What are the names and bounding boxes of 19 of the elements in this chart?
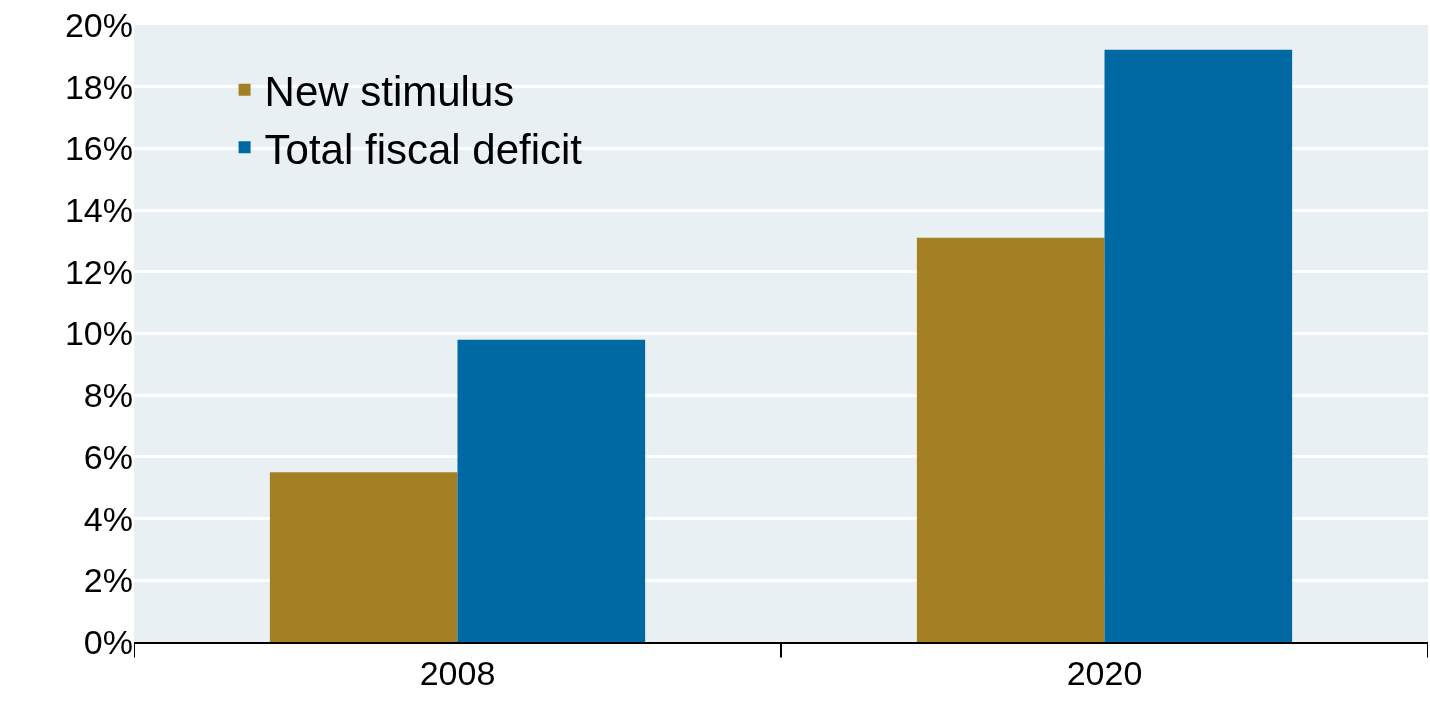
y-tick-label: 6% [83, 437, 133, 476]
y-tick-label: 0% [83, 622, 133, 661]
y-tick-label: 2% [83, 561, 133, 600]
y-tick-label: 10% [64, 314, 133, 353]
legend-label: New stimulus [264, 68, 515, 116]
x-tick-label: 2020 [1066, 653, 1143, 692]
y-tick-label: 16% [64, 129, 133, 168]
y-tick-label: 12% [64, 252, 133, 291]
y-tick-label: 18% [64, 67, 133, 106]
y-tick-label: 4% [83, 499, 133, 538]
y-tick-label: 8% [83, 376, 133, 415]
y-tick-label: 14% [64, 191, 133, 229]
legend-label: Total fiscal deficit [264, 125, 583, 173]
x-tick-label: 2008 [419, 653, 496, 692]
bar [916, 237, 1105, 642]
y-tick-label: 20% [64, 5, 133, 44]
bar [457, 339, 646, 642]
bar [269, 472, 458, 642]
bar [1104, 49, 1293, 642]
